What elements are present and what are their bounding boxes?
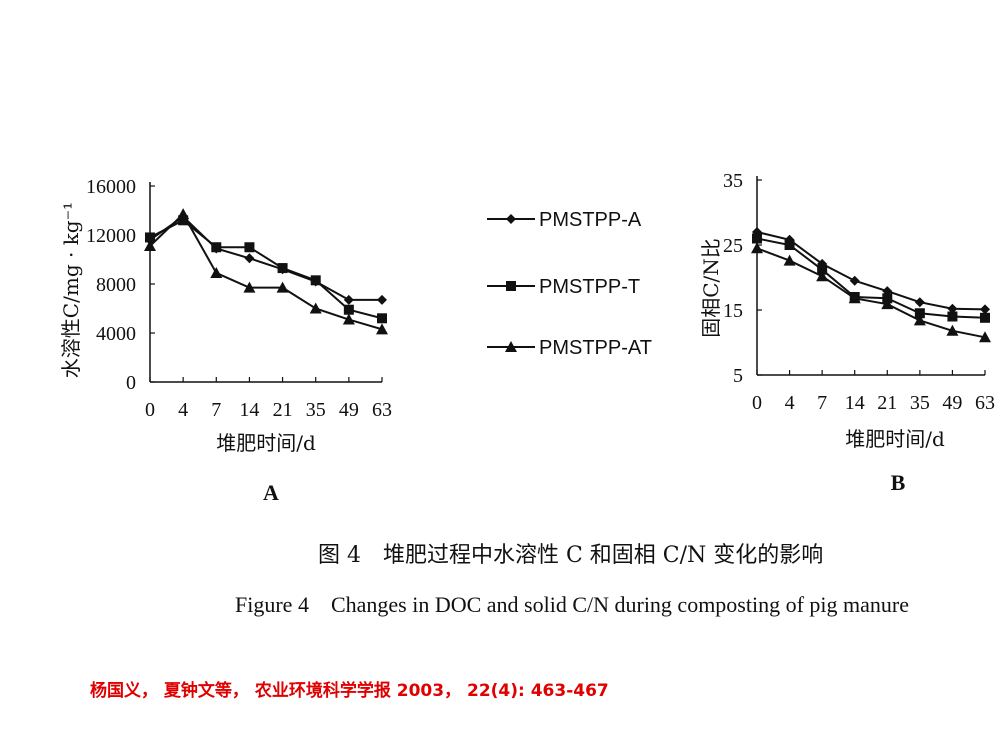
chart-b-x-tick-label: 4 [785, 392, 795, 414]
chart-a-series-2-point [244, 242, 255, 253]
chart-b-y-label: 固相C/N比 [699, 238, 723, 338]
figure-caption-en: Figure 4 Changes in DOC and solid C/N du… [235, 592, 909, 617]
chart-b-series-1-point [849, 275, 860, 286]
chart-b-x-label: 堆肥时间/d [845, 427, 945, 451]
chart-a: 0 4000 8000 12000 16000 0 4 7 14 21 35 49 63 堆肥时间/d… [59, 176, 392, 505]
chart-b-panel-label: B [891, 470, 906, 495]
chart-a-y-tick-label: 0 [126, 372, 136, 394]
chart-b-series-line-1 [756, 231, 986, 311]
chart-a-series-3-point [210, 266, 223, 278]
chart-b-x-tick-label: 14 [845, 392, 865, 414]
citation: 杨国义， 夏钟文等， 农业环境科学学报 2003， 22(4): 463-467 [90, 681, 609, 701]
chart-b-series-3-point [783, 254, 796, 266]
legend-label-2: PMSTPP-T [539, 276, 640, 298]
chart-b-x-tick-label: 21 [877, 392, 897, 414]
chart-b-series-2-point [752, 233, 762, 244]
chart-b-series-3-point [816, 270, 829, 282]
chart-b-series-line-2 [756, 237, 986, 319]
chart-a-x-tick-label: 49 [339, 399, 359, 421]
chart-a-x-ticks: 0 4 7 14 21 35 49 63 [145, 377, 392, 421]
chart-a-series-2-point [277, 263, 288, 274]
chart-a-x-tick-label: 7 [211, 399, 221, 421]
chart-a-x-tick-label: 0 [145, 399, 155, 421]
chart-a-series [144, 208, 388, 335]
chart-b-x-tick-label: 63 [975, 392, 995, 414]
legend: PMSTPP-A PMSTPP-T PMSTPP-AT [487, 209, 652, 359]
chart-a-y-tick-label: 4000 [96, 323, 136, 345]
chart-b-y-ticks: 5 15 25 35 [723, 170, 762, 387]
chart-a-y-tick-label: 12000 [86, 225, 136, 247]
chart-a-series-1-point [244, 253, 255, 264]
chart-a-series-3-point [177, 208, 190, 220]
legend-label-3: PMSTPP-AT [539, 337, 652, 359]
chart-a-series-3-point [376, 323, 388, 335]
chart-a-y-tick-label: 8000 [96, 274, 136, 296]
chart-a-series-1-point [343, 294, 354, 305]
chart-b-axes [756, 176, 985, 376]
chart-b-series-2-point [784, 240, 795, 250]
legend-marker-2 [506, 281, 516, 291]
chart-a-y-ticks: 0 4000 8000 12000 16000 [86, 176, 155, 394]
chart-a-x-tick-label: 4 [178, 399, 188, 421]
chart-b-series-3-point [979, 331, 991, 343]
chart-a-axes [149, 182, 382, 383]
chart-a-series-3-point [243, 281, 256, 293]
chart-b-x-tick-label: 35 [910, 392, 930, 414]
chart-b-series-3-point [881, 298, 894, 310]
chart-a-series-3-point [309, 302, 322, 314]
chart-b-x-ticks: 0 4 7 14 21 35 49 63 [752, 370, 995, 414]
chart-b-series-1-point [947, 303, 958, 314]
chart-a-series-3-point [144, 240, 156, 252]
chart-a-series-line-2 [149, 219, 383, 320]
chart-a-series-2-point [377, 313, 387, 324]
chart-b-series-1-point [914, 297, 925, 308]
chart-b-y-tick-label: 35 [723, 170, 743, 192]
chart-b-series-line-3 [756, 247, 986, 339]
chart-b-y-tick-label: 15 [723, 300, 743, 322]
chart-b-x-tick-label: 0 [752, 392, 762, 414]
chart-a-series-3-point [342, 313, 355, 325]
chart-a-y-tick-label: 16000 [86, 176, 136, 198]
chart-b-series-2-point [817, 264, 828, 275]
chart-b-y-tick-label: 5 [733, 365, 743, 387]
figure-caption-cn: 图 4 堆肥过程中水溶性 C 和固相 C/N 变化的影响 [318, 543, 823, 568]
chart-b-series-2-point [980, 312, 990, 323]
chart-a-series-2-point [178, 215, 189, 226]
chart-a-series-2-point [343, 304, 354, 315]
chart-a-series-2-point [310, 275, 321, 286]
chart-a-y-label: 水溶性C/mg · kg⁻¹ [59, 202, 83, 378]
legend-marker-1 [506, 214, 516, 224]
legend-marker-3 [505, 341, 517, 352]
chart-b-series-3-point [848, 292, 861, 304]
chart-b-x-tick-label: 7 [817, 392, 827, 414]
chart-b-series-3-point [946, 324, 959, 336]
chart-a-x-tick-label: 21 [273, 399, 293, 421]
legend-label-1: PMSTPP-A [539, 209, 642, 231]
chart-b-series-3-point [913, 314, 926, 326]
chart-a-series-3-point [276, 281, 289, 293]
chart-a-series-line-3 [149, 212, 383, 331]
chart-b-x-tick-label: 49 [942, 392, 962, 414]
chart-a-x-label: 堆肥时间/d [216, 431, 316, 455]
chart-a-x-tick-label: 35 [306, 399, 326, 421]
chart-b-series-2-point [914, 308, 925, 319]
chart-a-x-tick-label: 14 [239, 399, 259, 421]
chart-a-series-line-1 [149, 215, 382, 301]
chart-b-series-3-point [751, 242, 763, 254]
chart-b-y-tick-label: 25 [723, 235, 743, 257]
chart-b-series [751, 227, 991, 343]
chart-a-panel-label: A [263, 480, 279, 505]
chart-a-x-tick-label: 63 [372, 399, 392, 421]
chart-a-series-2-point [211, 242, 222, 253]
chart-a-series-2-point [145, 232, 155, 243]
chart-b-series-1-point [980, 304, 990, 315]
chart-a-series-1-point [377, 294, 387, 305]
chart-b-series-2-point [947, 311, 958, 322]
chart-b: 5 15 25 35 0 4 7 14 21 35 49 63 堆肥时间/d 固相C/N比 B [699, 170, 995, 495]
